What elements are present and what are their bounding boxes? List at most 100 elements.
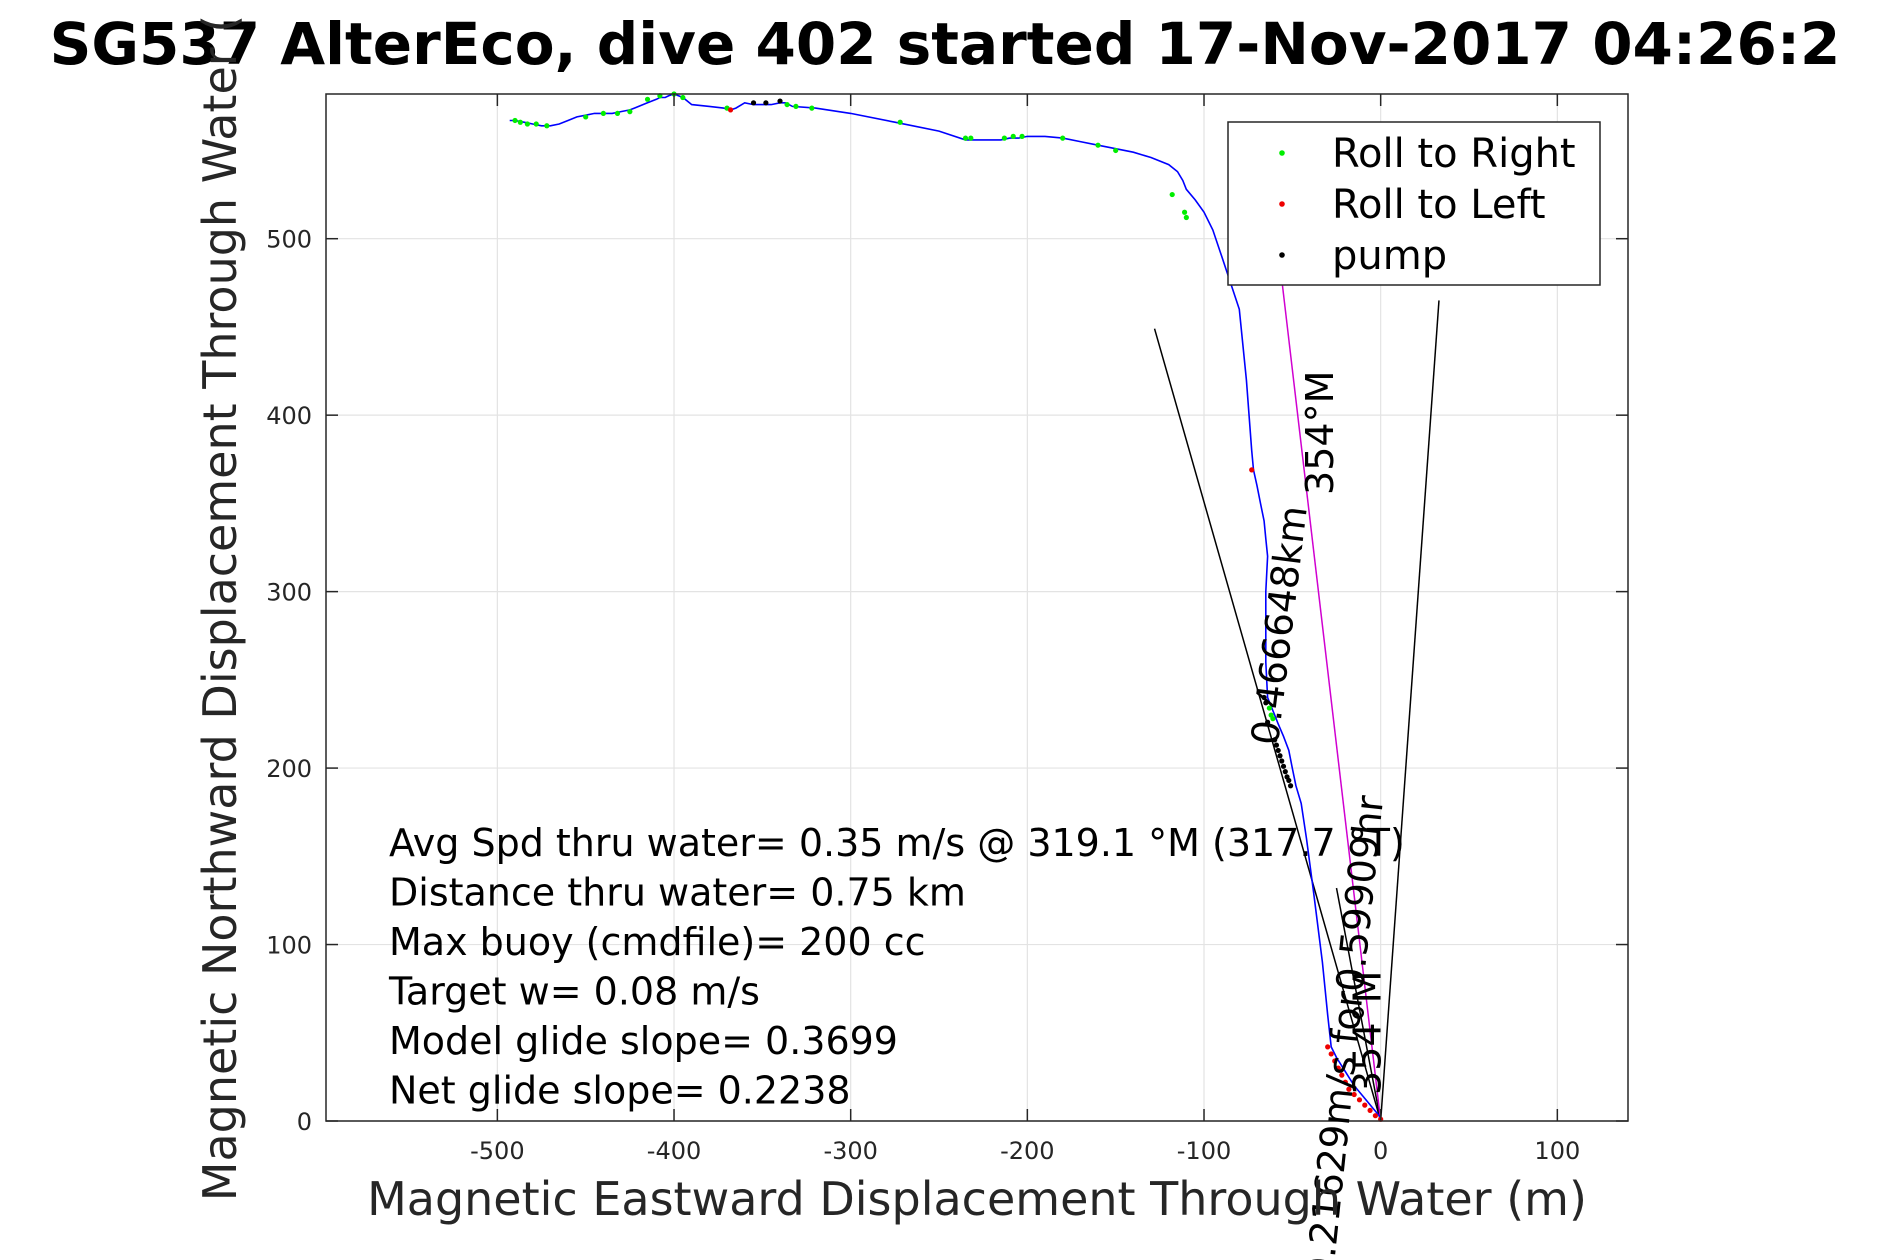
pump-marker	[1287, 783, 1294, 789]
roll-left-marker	[1249, 467, 1255, 473]
stat-line: Model glide slope= 0.3699	[389, 1019, 898, 1063]
stat-line: Net glide slope= 0.2238	[389, 1069, 851, 1113]
roll-right-marker	[1010, 133, 1016, 139]
roll-right-marker	[512, 117, 518, 124]
guide-line	[1379, 300, 1440, 1122]
roll-right-marker	[627, 109, 633, 115]
roll-left-marker	[1342, 1079, 1348, 1085]
guide-line	[1153, 328, 1382, 1122]
stat-line: Max buoy (cmdfile)= 200 cc	[389, 920, 926, 964]
roll-right-marker	[600, 110, 606, 117]
roll-right-marker	[962, 135, 969, 141]
roll-right-marker	[1019, 133, 1025, 139]
y-axis-label: Magnetic Northward Displacement Through …	[193, 15, 247, 1201]
roll-right-marker	[1095, 142, 1101, 148]
roll-left-marker	[1339, 1072, 1345, 1078]
stat-line: Target w= 0.08 m/s	[388, 970, 760, 1014]
y-tick-label: 500	[266, 226, 312, 254]
roll-left-marker	[1346, 1086, 1352, 1092]
chart-title: SG537 AlterEco, dive 402 started 17-Nov-…	[50, 10, 1841, 78]
roll-right-marker	[1113, 147, 1119, 154]
pump-marker	[1263, 700, 1269, 706]
roll-left-marker	[1325, 1044, 1331, 1050]
stat-line: Distance thru water= 0.75 km	[389, 871, 966, 915]
roll-right-marker	[1183, 214, 1189, 221]
pump-marker	[1282, 769, 1288, 775]
legend-label: pump	[1332, 233, 1447, 279]
roll-right-marker	[614, 110, 621, 117]
legend-marker	[1279, 252, 1285, 258]
roll-right-marker	[793, 103, 799, 109]
annotation-text: 354°M	[1298, 371, 1342, 495]
track	[509, 93, 1382, 1119]
legend: Roll to Right Roll to Left pump	[1227, 121, 1601, 286]
roll-left-marker	[1356, 1097, 1363, 1103]
x-tick-label: -400	[647, 1137, 701, 1165]
pump-marker	[763, 100, 769, 106]
ticks: -500 -400 -300 -200 -100 0 100 0 100 200 300 400 500	[266, 94, 1628, 1165]
y-tick-label: 100	[266, 932, 312, 960]
y-tick-label: 0	[297, 1108, 312, 1136]
pump-marker	[750, 100, 757, 106]
roll-left-marker	[1362, 1102, 1368, 1108]
pump-marker	[1275, 747, 1281, 754]
roll-right-marker	[517, 119, 523, 125]
x-tick-label: -300	[823, 1137, 877, 1165]
roll-right-marker	[533, 121, 539, 127]
pump-marker	[1265, 719, 1271, 725]
roll-right-marker	[583, 114, 589, 120]
x-tick-label: 100	[1534, 1137, 1580, 1165]
roll-right-marker	[524, 121, 530, 127]
roll-left-marker	[727, 107, 734, 113]
legend-marker	[1279, 150, 1285, 156]
pump-marker	[1277, 753, 1283, 759]
roll-left-marker	[1351, 1091, 1357, 1098]
pump-marker	[1273, 742, 1280, 748]
roll-right-marker	[784, 101, 790, 108]
pump-marker	[1286, 777, 1292, 784]
pump-marker	[777, 98, 783, 104]
x-tick-label: -500	[470, 1137, 524, 1165]
roll-right-marker	[1001, 135, 1007, 141]
pump-marker	[1272, 737, 1278, 743]
roll-right-marker	[1270, 716, 1276, 722]
guide-line	[1280, 279, 1382, 1122]
pump-marker	[1261, 694, 1267, 701]
roll-right-marker	[1060, 135, 1066, 141]
roll-right-marker	[809, 105, 815, 111]
track-line	[509, 93, 1382, 1119]
roll-left-marker	[1372, 1113, 1378, 1119]
y-tick-label: 300	[266, 579, 312, 607]
roll-left-marker	[1335, 1065, 1341, 1071]
pump-marker	[1279, 758, 1285, 764]
roll-right-marker	[544, 123, 550, 129]
legend-marker	[1279, 201, 1285, 207]
y-tick-label: 200	[266, 755, 312, 783]
roll-right-marker	[1169, 191, 1175, 198]
legend-label: Roll to Right	[1332, 131, 1576, 177]
roll-right-marker	[1181, 209, 1188, 215]
stat-line: Avg Spd thru water= 0.35 m/s @ 319.1 °M …	[389, 821, 1405, 865]
roll-right-marker	[1266, 705, 1272, 711]
roll-left-marker	[1328, 1051, 1334, 1057]
pump-marker	[1280, 763, 1287, 769]
legend-label: Roll to Left	[1332, 182, 1546, 228]
axes-box	[325, 93, 1629, 1122]
x-tick-label: 0	[1373, 1137, 1388, 1165]
annotation-text: 354°M	[1346, 971, 1390, 1095]
roll-left-marker	[1332, 1058, 1338, 1064]
legend-box	[1227, 121, 1601, 286]
roll-left-marker	[1367, 1107, 1373, 1114]
markers	[512, 91, 1384, 1122]
roll-right-marker	[680, 94, 686, 101]
roll-right-marker	[897, 119, 903, 125]
y-tick-label: 400	[266, 402, 312, 430]
x-tick-label: -200	[1000, 1137, 1054, 1165]
guide-line	[1335, 887, 1382, 1122]
roll-right-marker	[644, 96, 651, 102]
guide-lines	[1153, 279, 1440, 1122]
x-axis-label: Magnetic Eastward Displacement Through W…	[367, 1172, 1587, 1226]
stats-text: Avg Spd thru water= 0.35 m/s @ 319.1 °M …	[388, 821, 1405, 1113]
roll-right-marker	[968, 135, 974, 141]
